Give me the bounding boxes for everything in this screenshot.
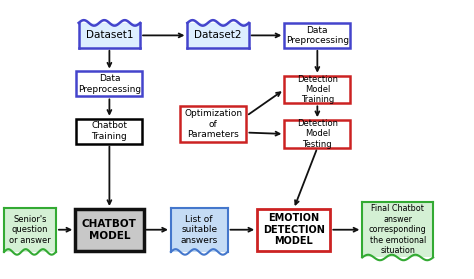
FancyBboxPatch shape <box>79 23 140 48</box>
Text: CHATBOT
MODEL: CHATBOT MODEL <box>82 219 137 240</box>
Text: Detection
Model
Training: Detection Model Training <box>297 74 338 104</box>
Text: Data
Preprocessing: Data Preprocessing <box>286 26 349 45</box>
FancyBboxPatch shape <box>187 23 249 48</box>
Text: Dataset1: Dataset1 <box>86 30 133 40</box>
Text: EMOTION
DETECTION
MODEL: EMOTION DETECTION MODEL <box>263 213 325 246</box>
Text: Optimization
of
Parameters: Optimization of Parameters <box>184 109 242 139</box>
Text: Chatbot
Training: Chatbot Training <box>91 121 128 141</box>
FancyBboxPatch shape <box>171 208 228 252</box>
FancyBboxPatch shape <box>180 106 246 142</box>
FancyBboxPatch shape <box>75 209 144 251</box>
FancyBboxPatch shape <box>362 202 433 258</box>
FancyBboxPatch shape <box>284 120 350 148</box>
Text: Final Chatbot
answer
corresponding
the emotional
situation: Final Chatbot answer corresponding the e… <box>369 205 427 255</box>
FancyBboxPatch shape <box>76 71 143 97</box>
Text: Senior's
question
or answer: Senior's question or answer <box>9 215 51 245</box>
Text: Detection
Model
Testing: Detection Model Testing <box>297 119 338 149</box>
Text: Dataset2: Dataset2 <box>194 30 242 40</box>
FancyBboxPatch shape <box>257 209 330 251</box>
Text: Data
Preprocessing: Data Preprocessing <box>78 74 141 94</box>
FancyBboxPatch shape <box>76 119 143 144</box>
FancyBboxPatch shape <box>284 76 350 104</box>
FancyBboxPatch shape <box>284 23 350 48</box>
Text: List of
suitable
answers: List of suitable answers <box>181 215 218 245</box>
FancyBboxPatch shape <box>4 208 56 252</box>
